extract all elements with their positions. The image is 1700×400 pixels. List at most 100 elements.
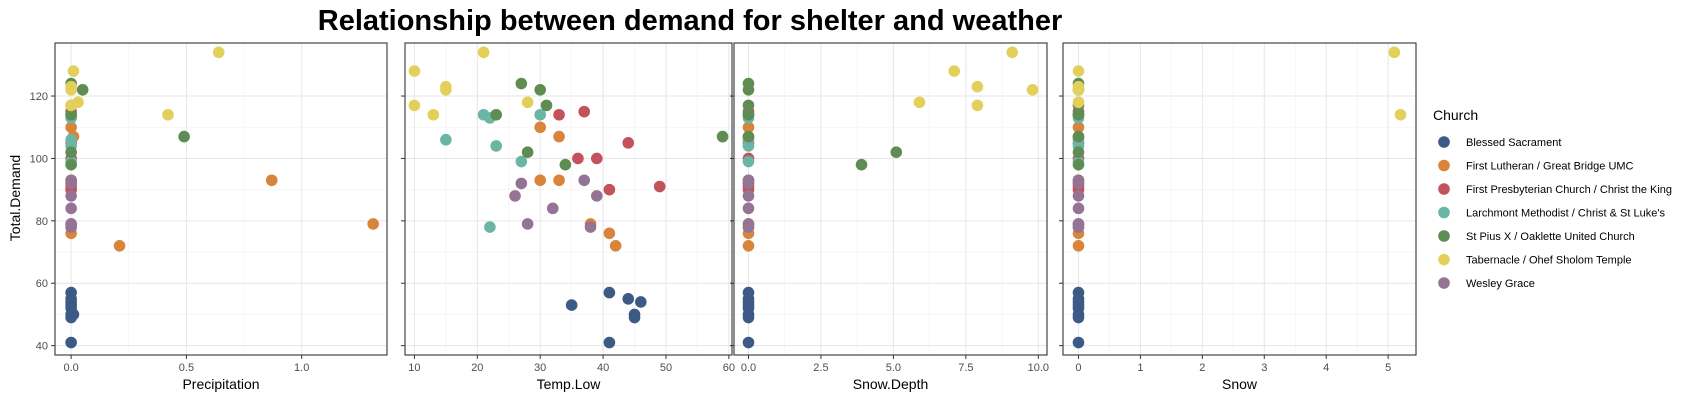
legend-marker bbox=[1438, 183, 1450, 195]
x-tick-label: 2.5 bbox=[813, 362, 828, 374]
data-point bbox=[553, 130, 565, 143]
legend-label: Tabernacle / Ohef Sholom Temple bbox=[1466, 255, 1632, 267]
panel-4: 0 1 2 3 4 5 Snow bbox=[1059, 42, 1417, 392]
data-point bbox=[490, 140, 502, 152]
data-point bbox=[971, 99, 984, 112]
data-point bbox=[521, 218, 534, 230]
data-point bbox=[1072, 121, 1085, 134]
data-point bbox=[408, 65, 421, 77]
data-point bbox=[477, 46, 490, 59]
data-point bbox=[1072, 221, 1085, 233]
data-point bbox=[65, 221, 77, 233]
legend-item: Tabernacle / Ohef Sholom Temple bbox=[1438, 253, 1632, 267]
data-point bbox=[890, 146, 903, 158]
legend-marker bbox=[1438, 206, 1450, 219]
x-tick-label: 3 bbox=[1261, 362, 1267, 374]
data-point bbox=[572, 152, 584, 165]
legend-marker bbox=[1438, 159, 1450, 172]
data-point bbox=[490, 108, 502, 121]
data-point bbox=[1072, 130, 1085, 143]
x-tick-label: 5.0 bbox=[886, 362, 901, 374]
data-point bbox=[65, 121, 77, 134]
data-point bbox=[534, 174, 547, 187]
y-tick-label: 80 bbox=[36, 216, 48, 228]
data-point bbox=[1072, 96, 1085, 109]
panel-3: 0.0 2.5 5.0 7.5 10.0 Snow.Depth bbox=[730, 42, 1049, 392]
x-tick-label: 0 bbox=[1075, 362, 1081, 374]
data-point bbox=[521, 146, 534, 158]
legend: Church Blessed Sacrament First Lutheran /… bbox=[1433, 107, 1672, 290]
x-tick-label: 4 bbox=[1323, 362, 1329, 374]
data-point bbox=[603, 286, 616, 299]
data-point bbox=[65, 158, 77, 171]
x-tick-label: 20 bbox=[471, 362, 483, 374]
data-point bbox=[742, 130, 755, 143]
legend-label: Wesley Grace bbox=[1466, 278, 1535, 290]
data-point bbox=[65, 99, 77, 112]
data-point bbox=[628, 311, 641, 324]
x-tick-label: 1 bbox=[1137, 362, 1143, 374]
legend-marker bbox=[1438, 230, 1450, 242]
x-tick-label: 30 bbox=[534, 362, 546, 374]
panel-border bbox=[1062, 42, 1417, 356]
data-point bbox=[742, 221, 755, 233]
legend-label: First Lutheran / Great Bridge UMC bbox=[1466, 161, 1634, 173]
legend-marker bbox=[1438, 277, 1450, 289]
data-point bbox=[212, 46, 225, 59]
legend-label: St Pius X / Oaklette United Church bbox=[1466, 231, 1635, 243]
data-point bbox=[65, 202, 77, 215]
x-tick-label: 0.0 bbox=[741, 362, 756, 374]
data-point bbox=[427, 108, 440, 121]
panel-background bbox=[55, 43, 387, 355]
data-point bbox=[590, 190, 603, 202]
panel-border bbox=[404, 42, 733, 356]
data-point bbox=[1072, 202, 1085, 215]
data-point bbox=[534, 84, 547, 96]
data-point bbox=[553, 108, 565, 121]
data-point bbox=[1072, 190, 1085, 202]
data-point bbox=[65, 177, 77, 190]
panel-background bbox=[734, 43, 1047, 355]
x-tick-label: 1.0 bbox=[294, 362, 309, 374]
data-point bbox=[742, 155, 755, 168]
data-point bbox=[565, 299, 578, 311]
legend-marker bbox=[1438, 136, 1450, 148]
data-point bbox=[440, 84, 452, 96]
data-point bbox=[622, 137, 635, 149]
data-point bbox=[367, 218, 379, 230]
data-point bbox=[65, 190, 77, 202]
data-point bbox=[1072, 84, 1085, 96]
data-point bbox=[742, 202, 755, 215]
data-point bbox=[948, 65, 961, 77]
legend-item: Wesley Grace bbox=[1438, 277, 1535, 290]
data-point bbox=[65, 146, 77, 158]
data-point bbox=[408, 99, 421, 112]
data-point bbox=[609, 240, 622, 252]
data-point bbox=[855, 158, 868, 171]
data-point bbox=[653, 180, 666, 193]
x-tick-label: 5 bbox=[1385, 362, 1391, 374]
legend-label: First Presbyterian Church / Christ the K… bbox=[1466, 184, 1672, 196]
data-point bbox=[521, 96, 534, 109]
panel-border bbox=[733, 42, 1048, 356]
data-point bbox=[603, 183, 616, 196]
x-tick-label: 60 bbox=[723, 362, 735, 374]
y-tick-label: 100 bbox=[30, 153, 48, 165]
data-point bbox=[635, 296, 647, 308]
legend-title: Church bbox=[1433, 107, 1478, 123]
legend-item: Blessed Sacrament bbox=[1438, 136, 1561, 149]
legend-item: St Pius X / Oaklette United Church bbox=[1438, 230, 1635, 243]
data-point bbox=[742, 108, 755, 121]
data-point bbox=[578, 174, 591, 187]
data-point bbox=[76, 84, 89, 96]
data-point bbox=[971, 80, 984, 93]
x-tick-label: 10 bbox=[408, 362, 420, 374]
data-point bbox=[113, 240, 126, 252]
data-point bbox=[742, 140, 755, 152]
data-point bbox=[65, 108, 77, 121]
data-point bbox=[742, 121, 755, 134]
data-point bbox=[515, 177, 528, 190]
data-point bbox=[584, 221, 597, 233]
data-point bbox=[742, 240, 755, 252]
x-tick-label: 10.0 bbox=[1028, 362, 1049, 374]
